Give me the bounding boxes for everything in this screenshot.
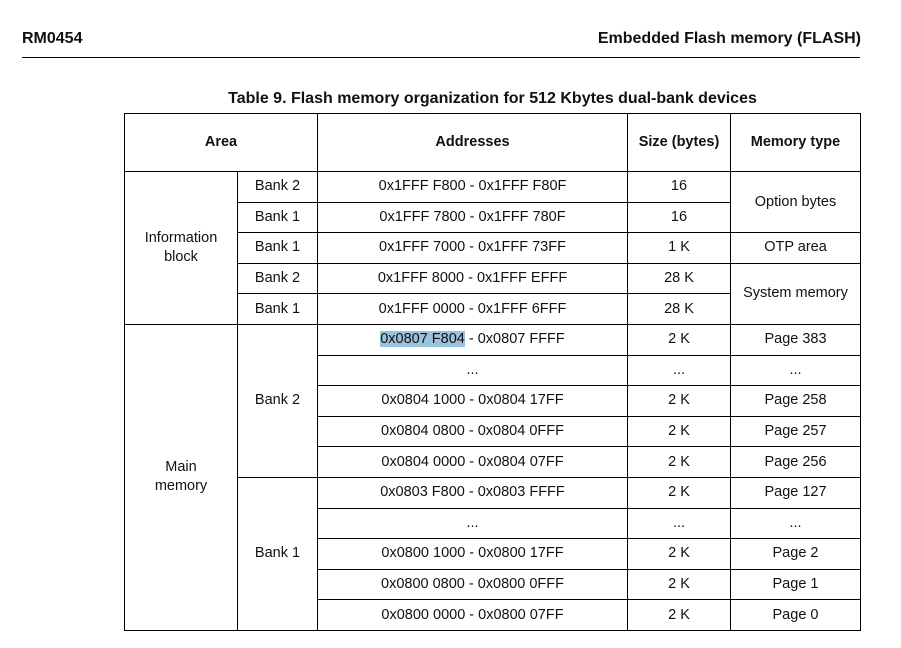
size-cell: 28 K [627,293,731,325]
header-size: Size (bytes) [627,113,731,172]
bank-1-cell: Bank 1 [237,476,318,631]
size-cell: 28 K [627,262,731,295]
size-cell: 16 [627,171,731,203]
size-cell: 2 K [627,323,731,356]
document-id: RM0454 [22,30,83,47]
header-addresses: Addresses [317,113,628,172]
address-cell: 0x1FFF 8000 - 0x1FFF EFFF [317,262,628,295]
table-row: Bank 1 0x1FFF 7800 - 0x1FFF 780F 16 [125,201,861,234]
table-row: ... ... ... [125,507,861,540]
size-cell: 2 K [627,385,731,417]
address-cell: 0x1FFF 0000 - 0x1FFF 6FFF [317,293,628,325]
address-cell: 0x1FFF F800 - 0x1FFF F80F [317,171,628,203]
address-cell: 0x0804 1000 - 0x0804 17FF [317,385,628,417]
table-row: ... ... ... [125,354,861,387]
table-row: Main memory Bank 2 0x0807 F804 - 0x0807 … [124,323,861,631]
address-cell: 0x0800 0800 - 0x0800 0FFF [317,568,628,601]
type-cell: Page 258 [730,385,861,417]
selected-text-highlight[interactable]: 0x0807 F804 [380,331,465,348]
section-title: Embedded Flash memory (FLASH) [597,30,861,47]
address-cell: 0x0800 1000 - 0x0800 17FF [317,538,628,570]
table-row: Information block Bank 2 0x1FFF F800 - 0… [124,170,861,325]
type-cell: Page 257 [730,415,861,448]
type-otp-area: OTP area [730,232,861,264]
area-main-memory: Main memory [124,323,238,631]
header-divider [22,57,860,58]
flash-organization-table: Area Addresses Size (bytes) Memory type … [124,113,861,631]
type-cell: ... [730,354,861,387]
type-cell: Page 383 [730,323,861,356]
size-cell: ... [627,354,731,387]
size-cell: 2 K [627,446,731,478]
address-cell: ... [317,354,628,387]
table-row: Bank 1 0x0803 F800 - 0x0803 FFFF 2 K Pag… [125,476,861,631]
bank-cell: Bank 1 [237,293,318,325]
address-cell: ... [317,507,628,540]
address-cell: 0x0804 0800 - 0x0804 0FFF [317,415,628,448]
address-rest: - 0x0807 FFFF [464,331,565,348]
address-cell: 0x0807 F804 - 0x0807 FFFF [317,323,628,356]
type-cell: Page 2 [730,538,861,570]
size-cell: 1 K [627,232,731,264]
table-row: 0x0800 0000 - 0x0800 07FF 2 K Page 0 [125,599,861,631]
area-information-block: Information block [124,171,238,325]
bank-cell: Bank 1 [237,232,318,264]
table-row: 0x0804 0000 - 0x0804 07FF 2 K Page 256 [125,446,861,478]
address-cell: 0x1FFF 7800 - 0x1FFF 780F [317,201,628,234]
address-cell: 0x0803 F800 - 0x0803 FFFF [317,476,628,509]
type-cell: ... [730,507,861,540]
size-cell: 2 K [627,538,731,570]
size-cell: 2 K [627,568,731,601]
address-cell: 0x0804 0000 - 0x0804 07FF [317,446,628,478]
table-row: 0x0804 0800 - 0x0804 0FFF 2 K Page 257 [125,415,861,448]
table-caption: Table 9. Flash memory organization for 5… [228,90,757,107]
bank-cell: Bank 1 [237,201,318,234]
size-cell: 2 K [627,476,731,509]
header-memory-type: Memory type [730,113,861,172]
type-cell: Page 0 [730,599,861,631]
type-cell: Page 127 [730,476,861,509]
size-cell: ... [627,507,731,540]
bank-2-cell: Bank 2 [237,323,318,478]
type-cell: Page 256 [730,446,861,478]
bank-cell: Bank 2 [237,262,318,295]
bank-cell: Bank 2 [237,171,318,203]
table-row: Bank 1 0x1FFF 7000 - 0x1FFF 73FF 1 K OTP… [125,232,861,264]
table-header-row: Area Addresses Size (bytes) Memory type [124,113,861,172]
type-cell: Page 1 [730,568,861,601]
table-row: Bank 1 0x1FFF 0000 - 0x1FFF 6FFF 28 K [125,293,861,325]
size-cell: 16 [627,201,731,234]
address-cell: 0x0800 0000 - 0x0800 07FF [317,599,628,631]
header-area: Area [124,113,318,172]
address-cell: 0x1FFF 7000 - 0x1FFF 73FF [317,232,628,264]
size-cell: 2 K [627,599,731,631]
type-option-bytes: Option bytes [730,170,861,234]
size-cell: 2 K [627,415,731,448]
type-system-memory: System memory [730,262,861,325]
table-row: Bank 2 0x1FFF 8000 - 0x1FFF EFFF 28 K Sy… [125,262,861,325]
